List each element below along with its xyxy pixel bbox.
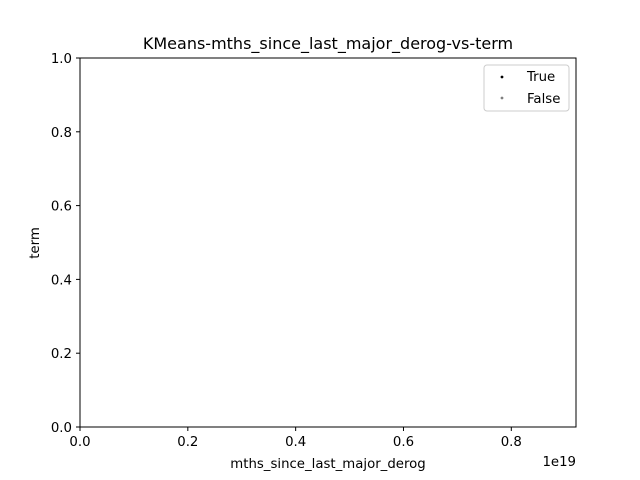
x-axis-ticks: 0.0 0.2 0.4 0.6 0.8 (69, 427, 522, 450)
y-axis-ticks: 0.0 0.2 0.4 0.6 0.8 1.0 (51, 52, 80, 436)
x-axis-label: mths_since_last_major_derog (230, 457, 425, 472)
chart-title: KMeans-mths_since_last_major_derog-vs-te… (143, 34, 513, 54)
plot-area (79, 57, 577, 428)
plot-frame (79, 57, 577, 428)
x-axis-offset-label: 1e19 (542, 455, 576, 470)
x-tick-label: 0.2 (177, 435, 198, 450)
legend: True False (483, 64, 570, 112)
legend-marker-false (500, 96, 504, 100)
legend-label-true: True (526, 70, 555, 85)
legend-marker-true (500, 75, 504, 79)
y-tick-label: 0.8 (51, 126, 72, 141)
legend-label-false: False (527, 92, 560, 107)
y-tick-label: 0.4 (51, 273, 72, 288)
legend-box (483, 64, 570, 112)
y-tick-label: 0.2 (51, 347, 72, 362)
x-tick-label: 0.6 (393, 435, 414, 450)
y-tick-label: 1.0 (51, 52, 72, 67)
x-tick-label: 0.0 (69, 435, 90, 450)
x-tick-label: 0.8 (501, 435, 522, 450)
y-tick-label: 0.6 (51, 200, 72, 215)
y-tick-label: 0.0 (51, 421, 72, 436)
y-axis-label: term (28, 227, 43, 259)
x-tick-label: 0.4 (285, 435, 306, 450)
